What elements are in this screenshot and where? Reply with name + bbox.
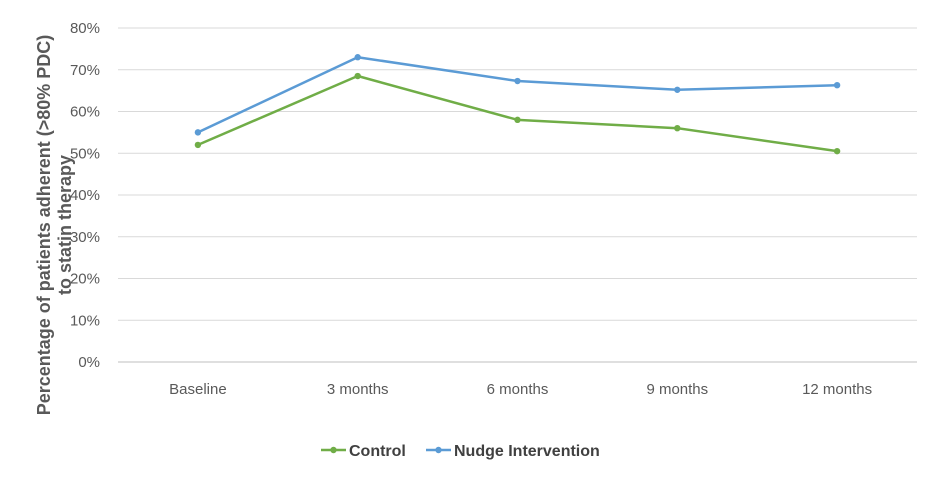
legend-item-control: Control bbox=[321, 443, 406, 460]
y-tick-label: 40% bbox=[70, 187, 100, 204]
data-point-control bbox=[674, 125, 681, 132]
y-tick-label: 20% bbox=[70, 271, 100, 288]
legend-item-nudge-intervention: Nudge Intervention bbox=[426, 443, 600, 460]
legend: Control Nudge Intervention bbox=[321, 443, 600, 460]
y-tick-label: 60% bbox=[70, 104, 100, 121]
legend-control-marker bbox=[330, 446, 337, 454]
y-tick-label: 50% bbox=[70, 145, 100, 162]
x-tick-label: 3 months bbox=[327, 381, 389, 398]
y-tick-label: 10% bbox=[70, 312, 100, 329]
data-point-nudge-intervention bbox=[833, 81, 841, 89]
y-tick-label: 30% bbox=[70, 229, 100, 246]
y-tick-label: 0% bbox=[78, 354, 100, 371]
data-point-nudge-intervention bbox=[514, 77, 521, 85]
series-control bbox=[194, 72, 841, 155]
legend-nudge-marker bbox=[435, 446, 442, 454]
data-point-control bbox=[514, 116, 521, 124]
x-tick-label: 9 months bbox=[646, 381, 708, 398]
y-tick-label: 80% bbox=[70, 20, 100, 37]
y-tick-label: 70% bbox=[70, 62, 100, 79]
legend-label-nudge-intervention: Nudge Intervention bbox=[454, 443, 600, 460]
series-nudge-intervention bbox=[194, 54, 841, 136]
y-axis-title: Percentage of patients adherent (>80% PD… bbox=[34, 35, 75, 416]
data-point-control bbox=[194, 141, 202, 149]
series-layer bbox=[194, 54, 841, 155]
x-tick-label: 12 months bbox=[802, 381, 872, 398]
gridlines bbox=[118, 27, 917, 363]
y-axis-title-line-1: Percentage of patients adherent (>80% PD… bbox=[34, 35, 54, 416]
data-point-control bbox=[354, 72, 361, 80]
x-tick-label: Baseline bbox=[169, 381, 227, 398]
x-axis-ticks: Baseline 3 months 6 months 9 months 12 month… bbox=[169, 381, 872, 398]
y-axis-ticks: 0% 10% 20% 30% 40% 50% 60% 70% 80% bbox=[70, 20, 100, 371]
legend-label-control: Control bbox=[349, 443, 406, 460]
data-point-nudge-intervention bbox=[354, 54, 361, 61]
data-point-nudge-intervention bbox=[674, 86, 681, 93]
data-point-control bbox=[833, 147, 841, 155]
data-point-nudge-intervention bbox=[194, 129, 202, 136]
x-tick-label: 6 months bbox=[487, 381, 549, 398]
y-axis-title-line-2: to statin therapy bbox=[55, 155, 75, 295]
